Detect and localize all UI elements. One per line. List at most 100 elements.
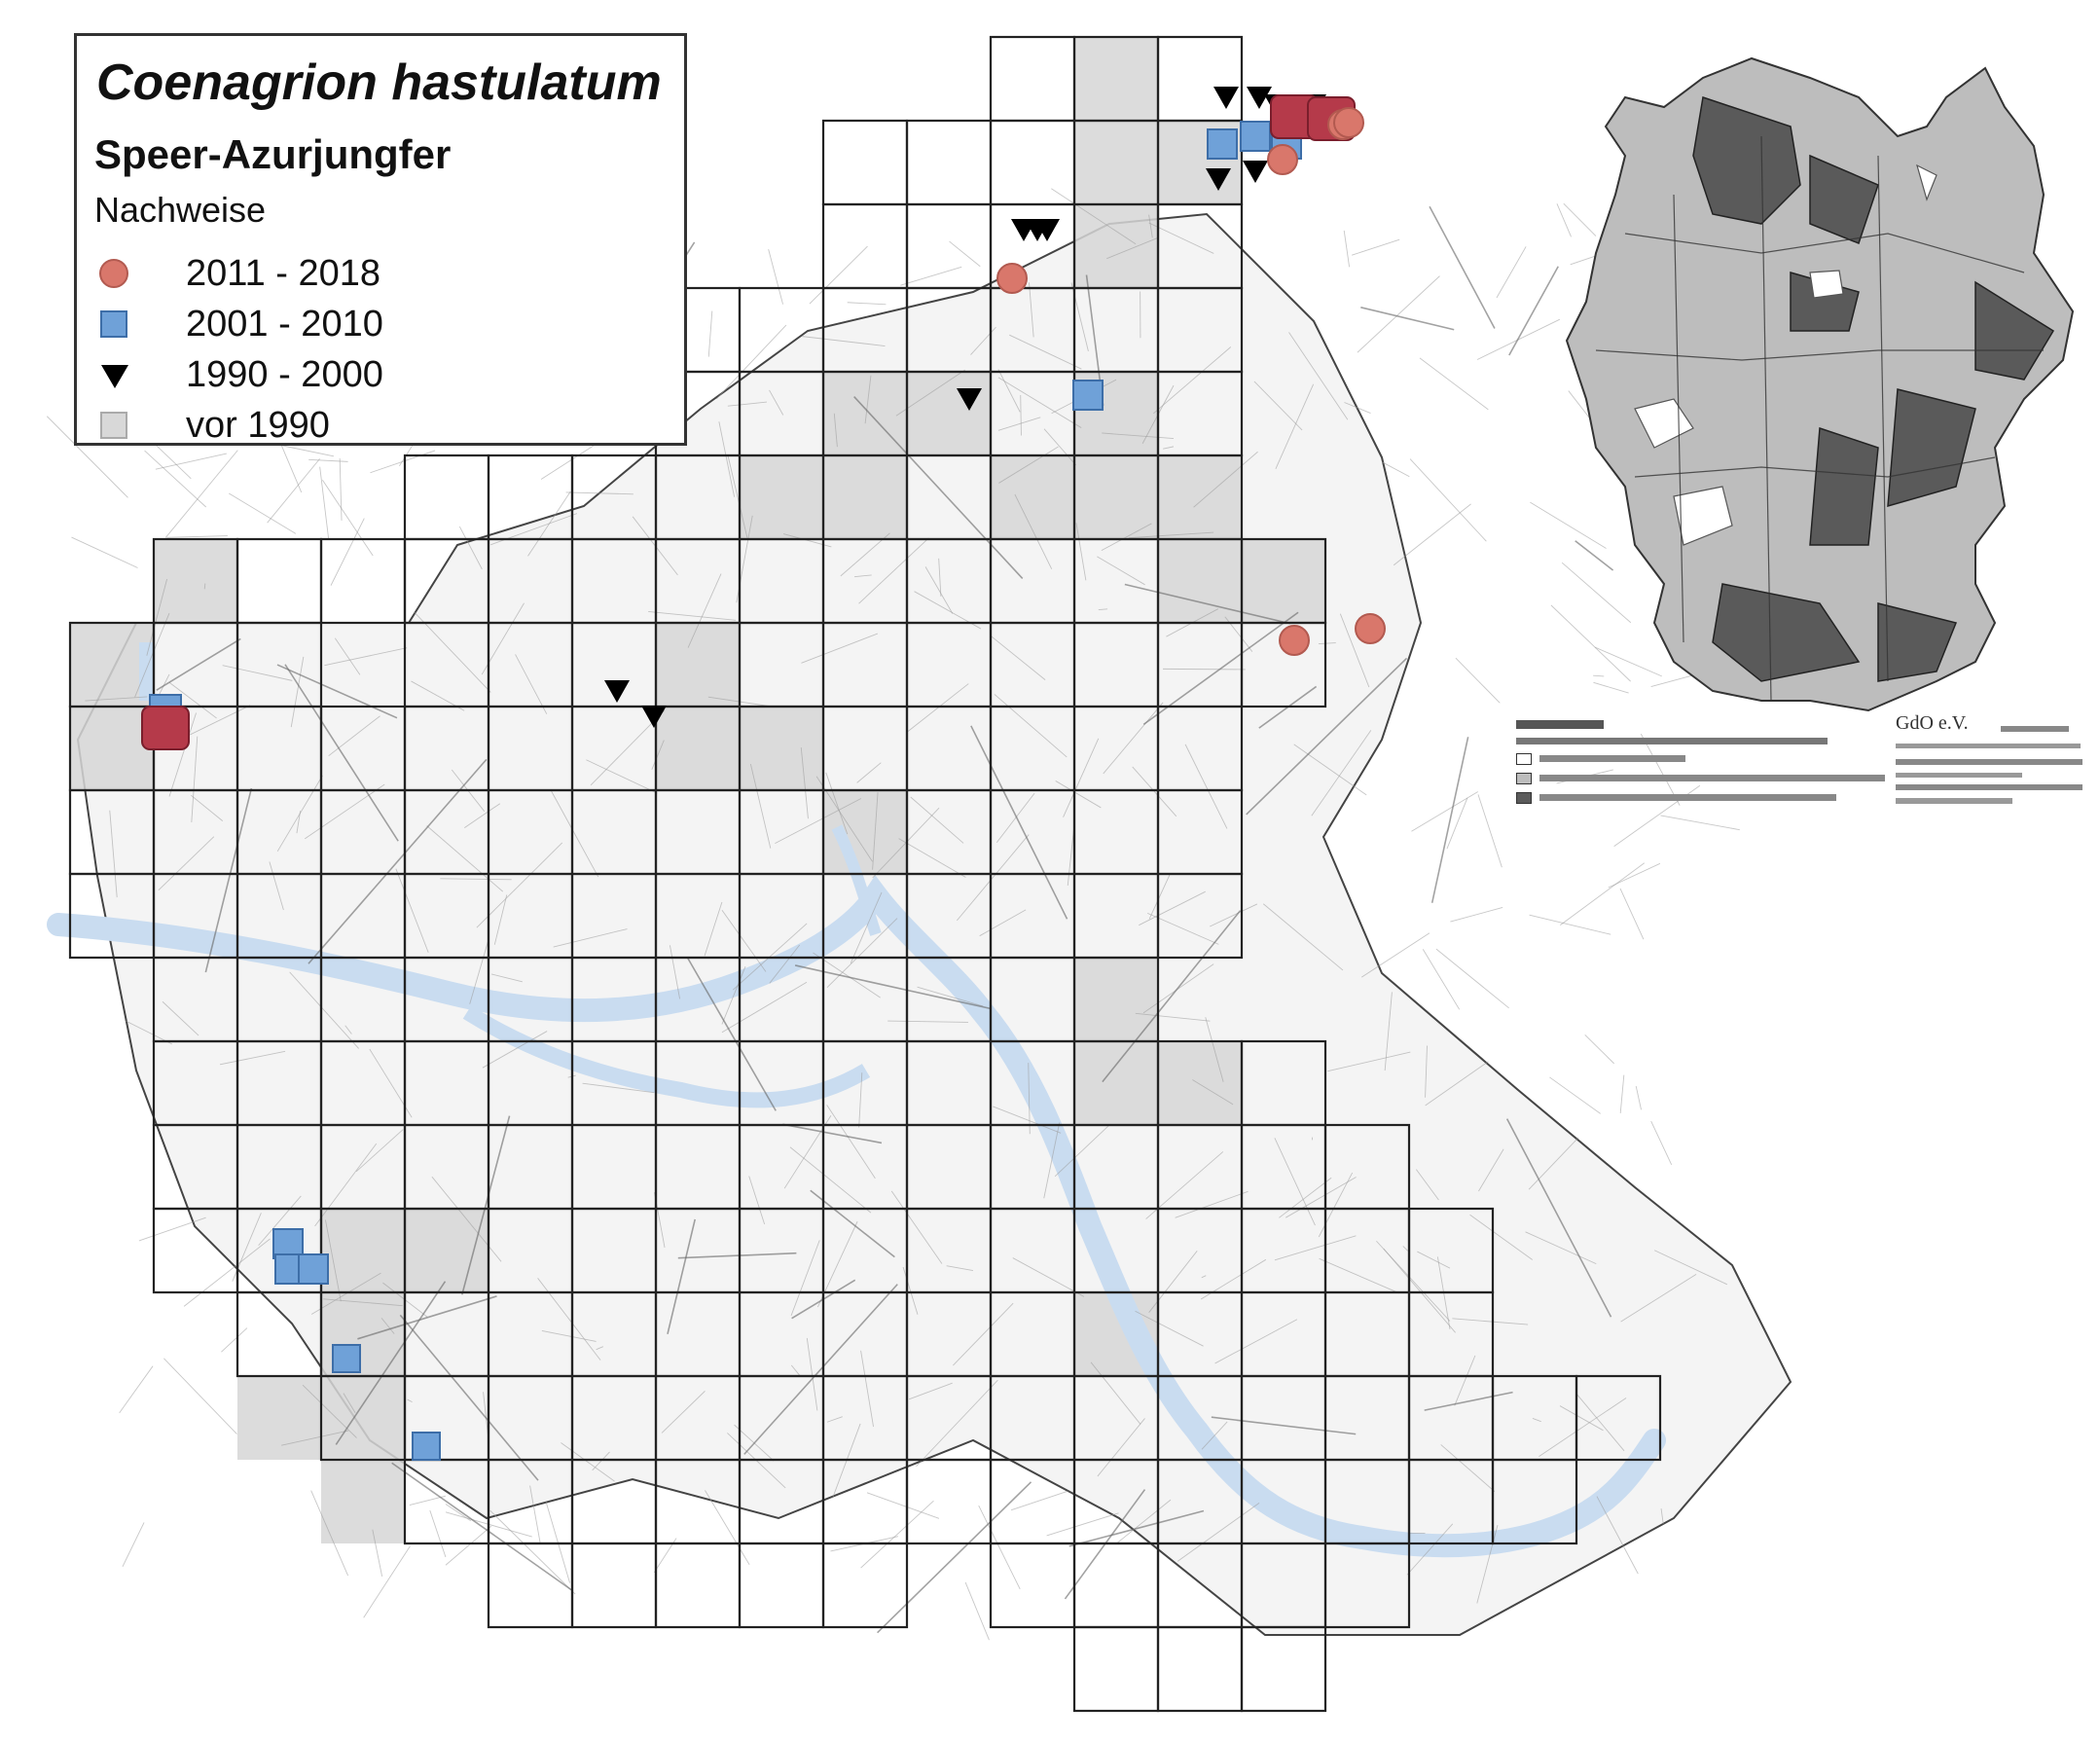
pre-1990-cell [1074,37,1158,121]
major-road [1424,1391,1513,1411]
legend-item-label: 2011 - 2018 [186,252,381,294]
pre-1990-cell [405,1209,489,1292]
inset-region-dark [1887,388,1976,508]
pre-1990-cell [1158,539,1242,623]
inset-border [1877,155,1889,682]
inset-publisher: GdO e.V. [1896,712,1969,734]
legend-item-label: 2001 - 2010 [186,303,383,345]
pre-1990-cell [321,1376,405,1460]
major-road [357,1295,497,1340]
pre-1990-cell [70,707,154,790]
legend-item-label: vor 1990 [186,404,330,446]
inset-border [1595,349,2044,361]
inset-region-none [1916,163,1937,201]
major-road [877,1481,1032,1634]
record-1990-2000 [604,680,630,703]
record-2001-2010 [412,1432,441,1461]
pre-1990-cell [656,707,740,790]
inset-swatch-none [1516,753,1532,765]
record-1990-2000 [1213,87,1239,109]
record-2001-2010 [1240,121,1271,152]
inset-region-none [1809,270,1844,299]
grid-cell [654,1542,742,1629]
pre-1990-cell [1074,204,1158,288]
inset-region-none [1673,486,1733,546]
record-1990-2000 [1206,168,1231,191]
legend-title: Coenagrion hastulatum [96,54,662,111]
inset-region-dark [1712,583,1861,682]
major-road [461,1115,511,1295]
alster-river [831,824,882,936]
major-road [335,1281,447,1445]
pre-1990-cell [1242,539,1325,623]
inset-border [1624,233,2025,273]
inset-border [1760,135,1772,702]
record-2011-2018 [1279,625,1310,656]
record-1990-2000 [1243,161,1268,183]
record-2011-2018 [1267,144,1298,175]
pre-1990-cell [321,1209,405,1292]
major-road [1430,737,1469,903]
major-road [1360,307,1455,331]
record-2001-2010 [298,1253,329,1285]
inset-region-dark [1877,602,1958,682]
germany-inset-map [1565,56,2075,712]
grid-cell [1072,1625,1160,1713]
record-2011-2018 [996,263,1028,294]
inset-region-dark [1809,426,1879,546]
grid-cells [68,35,1662,1713]
grid-cell [905,202,993,290]
inset-legend-heading [1516,720,1604,729]
river-branch [462,1005,871,1108]
road-layer [46,188,1740,1641]
grid-cell [1072,1542,1160,1629]
grid-cell [821,202,909,290]
grid-cell [1240,621,1327,708]
grid-cell [905,1458,993,1545]
pre-1990-cell [1074,455,1158,539]
major-road [667,1218,696,1334]
legend-subtitle: Speer-Azurjungfer [94,131,452,177]
grid-cell [403,454,490,541]
record-1990-2000 [641,706,667,728]
record-2001-2010 [332,1344,361,1373]
major-road [1102,910,1242,1083]
circle-icon [94,254,133,293]
major-road [156,637,241,691]
grid-cell [1156,35,1244,123]
major-road [794,964,992,1010]
major-road [686,957,777,1111]
major-road [743,1284,898,1455]
inset-border [1634,456,1996,478]
grid-cell [738,1542,825,1629]
grid-cell [570,1542,658,1629]
grid-cell [1323,1542,1411,1629]
legend-item-vor-1990: vor 1990 [94,404,330,447]
pre-1990-cell [237,1376,321,1460]
record-1990-2000 [957,388,982,411]
pre-1990-cell [1074,1041,1158,1125]
inset-region-dark [1692,96,1801,225]
pre-1990-cell [1074,121,1158,204]
square-icon [94,305,133,344]
pre-1990-cell [154,539,237,623]
pre-1990-cell [823,455,907,539]
grid-cell [487,1542,574,1629]
pre-1990-cell [823,372,907,455]
grid-cell [1156,872,1244,960]
major-road [853,396,1024,580]
major-road [308,758,488,964]
pre-1990-cell [740,455,823,539]
grid-cell [905,119,993,206]
legend-item-2001-2010: 2001 - 2010 [94,303,383,345]
major-road [1246,657,1408,816]
inset-legend: GdO e.V. [1514,712,2088,816]
record-2011-2018 [1333,107,1364,138]
pre-1990-cell [1074,958,1158,1041]
record-2001-2010 [1072,380,1104,411]
pre-1990-cell [1158,1041,1242,1125]
legend-item-1990-2000: 1990 - 2000 [94,353,383,396]
major-road [1124,583,1290,625]
pre-1990-cell [656,623,740,707]
